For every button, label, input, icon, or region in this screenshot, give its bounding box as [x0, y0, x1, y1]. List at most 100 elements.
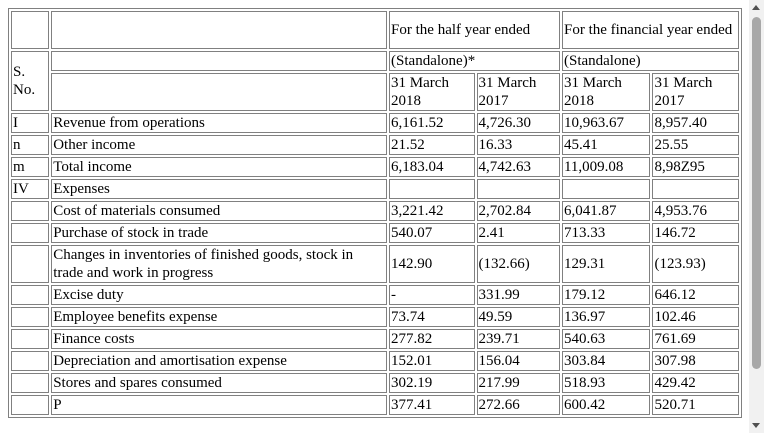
value-cell: 272.66	[476, 395, 560, 415]
value-cell: 520.71	[652, 395, 739, 415]
value-cell: 377.41	[389, 395, 475, 415]
blank-cell	[51, 51, 388, 71]
value-cell: 302.19	[389, 373, 475, 393]
row-number: IV	[11, 179, 50, 199]
value-cell: 4,953.76	[652, 201, 739, 221]
row-number	[11, 245, 50, 283]
table-row: m Total income 6,183.04 4,742.63 11,009.08 8,…	[11, 157, 739, 177]
value-cell	[652, 179, 739, 199]
table-row: Finance costs 277.82 239.71 540.63 761.69	[11, 329, 739, 349]
value-cell: 8,957.40	[652, 113, 739, 133]
value-cell: 25.55	[652, 135, 739, 155]
row-number	[11, 307, 50, 327]
row-number: I	[11, 113, 50, 133]
vertical-scrollbar[interactable]	[749, 0, 764, 433]
value-cell: 3,221.42	[389, 201, 475, 221]
row-label: Cost of materials consumed	[51, 201, 388, 221]
row-number	[11, 351, 50, 371]
scroll-down-arrow-icon[interactable]	[749, 418, 764, 433]
row-label: Excise duty	[51, 285, 388, 305]
row-number: n	[11, 135, 50, 155]
row-label: Changes in inventories of finished goods…	[51, 245, 388, 283]
value-cell: 307.98	[652, 351, 739, 371]
value-cell: 8,98Z95	[652, 157, 739, 177]
value-cell: (132.66)	[476, 245, 560, 283]
row-number	[11, 373, 50, 393]
row-number: m	[11, 157, 50, 177]
value-cell: 156.04	[476, 351, 560, 371]
value-cell: 540.07	[389, 223, 475, 243]
value-cell: 303.84	[561, 351, 651, 371]
date-header-fy-2018: 31 March 2018	[561, 73, 651, 111]
value-cell: 713.33	[561, 223, 651, 243]
value-cell: 16.33	[476, 135, 560, 155]
table-row: n Other income 21.52 16.33 45.41 25.55	[11, 135, 739, 155]
half-year-header: For the half year ended	[389, 11, 560, 49]
sno-header: S. No.	[11, 51, 50, 111]
value-cell: 2,702.84	[476, 201, 560, 221]
value-cell: 21.52	[389, 135, 475, 155]
date-header-half-2017: 31 March 2017	[476, 73, 560, 111]
header-row-3: 31 March 2018 31 March 2017 31 March 201…	[11, 73, 739, 111]
row-label: Stores and spares consumed	[51, 373, 388, 393]
row-label: Other income	[51, 135, 388, 155]
date-header-fy-2017: 31 March 2017	[652, 73, 739, 111]
value-cell: 73.74	[389, 307, 475, 327]
table-row: I Revenue from operations 6,161.52 4,726.30…	[11, 113, 739, 133]
row-number	[11, 201, 50, 221]
scroll-up-arrow-icon[interactable]	[749, 0, 764, 15]
blank-cell	[51, 11, 388, 49]
blank-cell	[11, 11, 50, 49]
value-cell: 142.90	[389, 245, 475, 283]
value-cell: -	[389, 285, 475, 305]
value-cell: 277.82	[389, 329, 475, 349]
table-row: Employee benefits expense 73.74 49.59 136.9…	[11, 307, 739, 327]
value-cell: 6,183.04	[389, 157, 475, 177]
value-cell: 239.71	[476, 329, 560, 349]
value-cell: 136.97	[561, 307, 651, 327]
value-cell	[561, 179, 651, 199]
value-cell: 45.41	[561, 135, 651, 155]
table-row: P 377.41 272.66 600.42 520.71	[11, 395, 739, 415]
row-number	[11, 285, 50, 305]
row-label: Total income	[51, 157, 388, 177]
value-cell: 179.12	[561, 285, 651, 305]
table-row: Cost of materials consumed 3,221.42 2,702.…	[11, 201, 739, 221]
row-number	[11, 223, 50, 243]
value-cell: 102.46	[652, 307, 739, 327]
value-cell: 49.59	[476, 307, 560, 327]
row-number	[11, 395, 50, 415]
row-number	[11, 329, 50, 349]
date-header-half-2018: 31 March 2018	[389, 73, 475, 111]
value-cell: 146.72	[652, 223, 739, 243]
table-row: Purchase of stock in trade 540.07 2.41 713.…	[11, 223, 739, 243]
table-row: Changes in inventories of finished goods…	[11, 245, 739, 283]
value-cell: 10,963.67	[561, 113, 651, 133]
table-body: For the half year ended For the financia…	[11, 11, 739, 415]
value-cell: 11,009.08	[561, 157, 651, 177]
blank-cell	[51, 73, 388, 111]
value-cell	[476, 179, 560, 199]
value-cell	[389, 179, 475, 199]
table-row: IV Expenses	[11, 179, 739, 199]
value-cell: 429.42	[652, 373, 739, 393]
value-cell: 646.12	[652, 285, 739, 305]
value-cell: 152.01	[389, 351, 475, 371]
value-cell: 4,726.30	[476, 113, 560, 133]
table-row: Excise duty -331.99 179.12 646.12	[11, 285, 739, 305]
standalone-fy-header: (Standalone)	[561, 51, 739, 71]
row-label: Depreciation and amortisation expense	[51, 351, 388, 371]
value-cell: 129.31	[561, 245, 651, 283]
value-cell: (123.93)	[652, 245, 739, 283]
table-row: Depreciation and amortisation expense 152…	[11, 351, 739, 371]
scrollbar-thumb[interactable]	[752, 17, 761, 369]
value-cell: 2.41	[476, 223, 560, 243]
value-cell: 331.99	[476, 285, 560, 305]
value-cell: 518.93	[561, 373, 651, 393]
row-label: Employee benefits expense	[51, 307, 388, 327]
row-label: Expenses	[51, 179, 388, 199]
header-row-2: S. No. (Standalone)* (Standalone)	[11, 51, 739, 111]
table-row: Stores and spares consumed 302.19 217.99 51…	[11, 373, 739, 393]
row-label: Revenue from operations	[51, 113, 388, 133]
financial-results-table: For the half year ended For the financia…	[8, 8, 742, 418]
